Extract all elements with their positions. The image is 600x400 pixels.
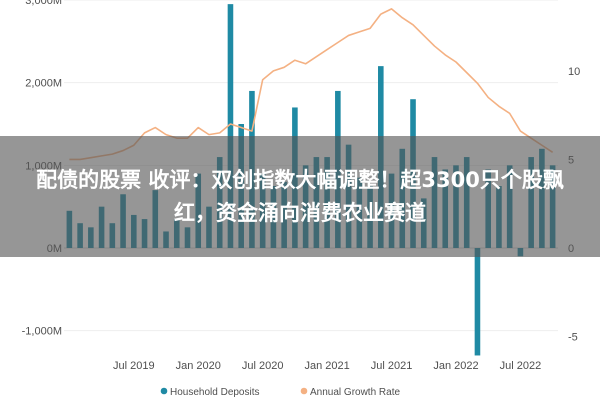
- x-axis-tick-label: Jul 2020: [242, 360, 284, 372]
- x-axis-tick-label: Jul 2022: [500, 360, 542, 372]
- legend-marker-annual-growth-rate: [300, 387, 308, 395]
- x-axis-tick-label: Jan 2021: [304, 360, 349, 372]
- x-axis: Jul 2019 Jan 2020 Jul 2020 Jan 2021 Jul 2021…: [113, 360, 541, 372]
- x-axis-tick-label: Jan 2022: [433, 360, 478, 372]
- x-axis-tick-label: Jan 2020: [176, 360, 221, 372]
- title-banner: 配债的股票 收评：双创指数大幅调整！超3300只个股飘红，资金涌向消费农业赛道: [0, 136, 600, 257]
- bar-household-deposits: [474, 248, 481, 356]
- x-axis-tick-label: Jul 2021: [371, 360, 413, 372]
- legend-marker-household-deposits: [160, 387, 168, 395]
- x-axis-tick-label: Jul 2019: [113, 360, 155, 372]
- right-axis-tick-label: -5: [568, 332, 578, 344]
- legend-household-deposits: Household Deposits: [170, 387, 260, 398]
- article-title: 配债的股票 收评：双创指数大幅调整！超3300只个股飘红，资金涌向消费农业赛道: [36, 167, 564, 225]
- annual-growth-rate-line: [69, 8, 554, 161]
- left-axis-tick-label: -1,000M: [22, 326, 62, 338]
- right-axis-tick-label: 10: [568, 66, 580, 78]
- left-axis-tick-label: 2,000M: [25, 78, 62, 90]
- legend-annual-growth-rate: Annual Growth Rate: [310, 387, 400, 398]
- left-axis-tick-label: 3,000M: [25, 0, 62, 7]
- bar-household-deposits: [227, 4, 234, 249]
- legend: Household Deposits Annual Growth Rate: [160, 387, 400, 398]
